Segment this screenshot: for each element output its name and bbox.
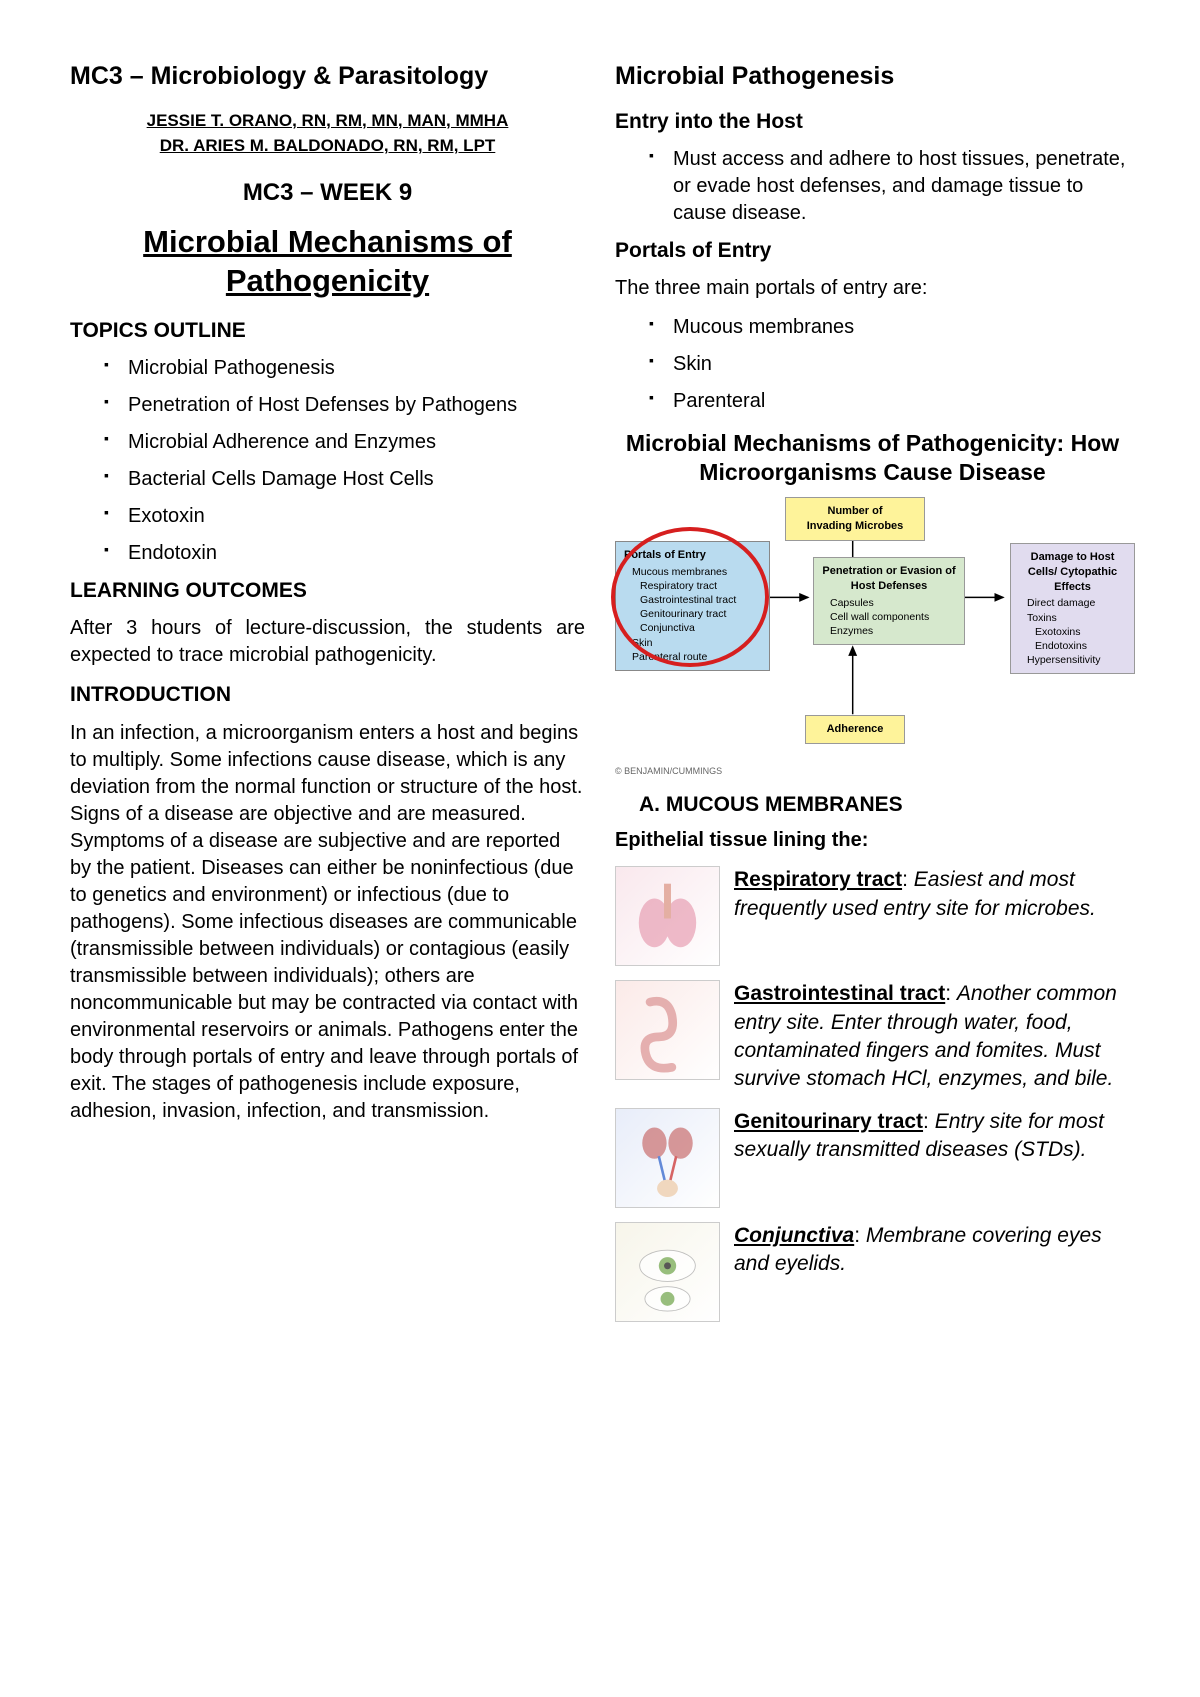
diagram-damage-item: Toxins xyxy=(1019,611,1126,625)
portal-item: Parenteral xyxy=(649,388,1130,415)
topic-item: Microbial Adherence and Enzymes xyxy=(104,429,585,456)
respiratory-illustration xyxy=(615,866,720,966)
tract-name: Conjunctiva xyxy=(734,1224,854,1247)
portal-item: Mucous membranes xyxy=(649,314,1130,341)
eye-illustration xyxy=(615,1222,720,1322)
intro-text: In an infection, a microorganism enters … xyxy=(70,720,585,1125)
topics-list: Microbial Pathogenesis Penetration of Ho… xyxy=(70,355,585,567)
topics-heading: TOPICS OUTLINE xyxy=(70,317,585,345)
course-title: MC3 – Microbiology & Parasitology xyxy=(70,60,585,94)
mucous-heading: A. MUCOUS MEMBRANES xyxy=(639,791,1130,819)
diagram-penetration-box: Penetration or Evasion of Host Defenses … xyxy=(813,557,965,645)
tract-row-gi: Gastrointestinal tract: Another common e… xyxy=(615,980,1130,1093)
diagram-damage-item: Endotoxins xyxy=(1019,639,1126,653)
author-1: JESSIE T. ORANO, RN, RM, MN, MAN, MMHA xyxy=(147,111,509,130)
pathogenicity-diagram: Number of Invading Microbes Portals of E… xyxy=(615,497,1130,777)
diagram-penetration-title: Penetration or Evasion of Host Defenses xyxy=(822,564,956,594)
diagram-number-l2: Invading Microbes xyxy=(807,520,904,532)
entry-heading: Entry into the Host xyxy=(615,108,1130,136)
diagram-penetration-item: Capsules xyxy=(822,596,956,610)
diagram-portal-item: Genitourinary tract xyxy=(624,607,761,621)
page-columns: MC3 – Microbiology & Parasitology JESSIE… xyxy=(70,60,1130,1336)
diagram-penetration-item: Enzymes xyxy=(822,624,956,638)
portal-item: Skin xyxy=(649,351,1130,378)
intro-heading: INTRODUCTION xyxy=(70,681,585,709)
diagram-number-l1: Number of xyxy=(828,505,883,517)
outcomes-text: After 3 hours of lecture-discussion, the… xyxy=(70,615,585,669)
author-2: DR. ARIES M. BALDONADO, RN, RM, LPT xyxy=(160,136,496,155)
topic-item: Microbial Pathogenesis xyxy=(104,355,585,382)
entry-bullet: Must access and adhere to host tissues, … xyxy=(649,146,1130,227)
diagram-damage-box: Damage to Host Cells/ Cytopathic Effects… xyxy=(1010,543,1135,674)
portals-heading: Portals of Entry xyxy=(615,237,1130,265)
right-column: Microbial Pathogenesis Entry into the Ho… xyxy=(615,60,1130,1336)
tract-text: Conjunctiva: Membrane covering eyes and … xyxy=(734,1222,1130,1279)
diagram-portal-item: Conjunctiva xyxy=(624,621,761,635)
epithelial-text: Epithelial tissue lining the: xyxy=(615,829,868,851)
diagram-portal-item: Mucous membranes xyxy=(624,565,761,579)
diagram-damage-item: Exotoxins xyxy=(1019,625,1126,639)
week-label: MC3 – WEEK 9 xyxy=(70,177,585,209)
diagram-portal-item: Gastrointestinal tract xyxy=(624,593,761,607)
topic-item: Endotoxin xyxy=(104,540,585,567)
diagram-copyright: © BENJAMIN/CUMMINGS xyxy=(615,765,722,777)
main-title: Microbial Mechanisms of Pathogenicity xyxy=(70,223,585,301)
entry-list: Must access and adhere to host tissues, … xyxy=(615,146,1130,227)
tract-name: Respiratory tract xyxy=(734,868,902,891)
tract-name: Gastrointestinal tract xyxy=(734,982,945,1005)
gu-illustration xyxy=(615,1108,720,1208)
diagram-number-box: Number of Invading Microbes xyxy=(785,497,925,541)
portals-list: Mucous membranes Skin Parenteral xyxy=(615,314,1130,415)
topic-item: Penetration of Host Defenses by Pathogen… xyxy=(104,392,585,419)
diagram-portal-item: Skin xyxy=(624,636,761,650)
diagram-damage-title: Damage to Host Cells/ Cytopathic Effects xyxy=(1019,550,1126,595)
pathogenesis-heading: Microbial Pathogenesis xyxy=(615,60,1130,94)
diagram-portals-box: Portals of Entry Mucous membranes Respir… xyxy=(615,541,770,671)
tract-row-respiratory: Respiratory tract: Easiest and most freq… xyxy=(615,866,1130,966)
diagram-damage-item: Direct damage xyxy=(1019,596,1126,610)
authors: JESSIE T. ORANO, RN, RM, MN, MAN, MMHA D… xyxy=(70,108,585,159)
tract-text: Genitourinary tract: Entry site for most… xyxy=(734,1108,1130,1165)
mechanisms-heading: Microbial Mechanisms of Pathogenicity: H… xyxy=(615,429,1130,487)
epithelial-heading: Epithelial tissue lining the: xyxy=(615,827,1130,854)
diagram-adherence-box: Adherence xyxy=(805,715,905,744)
diagram-portal-item: Parenteral route xyxy=(624,650,761,664)
tract-row-gu: Genitourinary tract: Entry site for most… xyxy=(615,1108,1130,1208)
left-column: MC3 – Microbiology & Parasitology JESSIE… xyxy=(70,60,585,1336)
diagram-penetration-item: Cell wall components xyxy=(822,610,956,624)
diagram-portal-item: Respiratory tract xyxy=(624,579,761,593)
topic-item: Exotoxin xyxy=(104,503,585,530)
portals-intro: The three main portals of entry are: xyxy=(615,275,1130,302)
topic-item: Bacterial Cells Damage Host Cells xyxy=(104,466,585,493)
tract-text: Respiratory tract: Easiest and most freq… xyxy=(734,866,1130,923)
gi-illustration xyxy=(615,980,720,1080)
tract-text: Gastrointestinal tract: Another common e… xyxy=(734,980,1130,1093)
tract-name: Genitourinary tract xyxy=(734,1110,923,1133)
outcomes-heading: LEARNING OUTCOMES xyxy=(70,577,585,605)
diagram-damage-item: Hypersensitivity xyxy=(1019,653,1126,667)
tract-row-conjunctiva: Conjunctiva: Membrane covering eyes and … xyxy=(615,1222,1130,1322)
diagram-portals-title: Portals of Entry xyxy=(624,548,761,563)
